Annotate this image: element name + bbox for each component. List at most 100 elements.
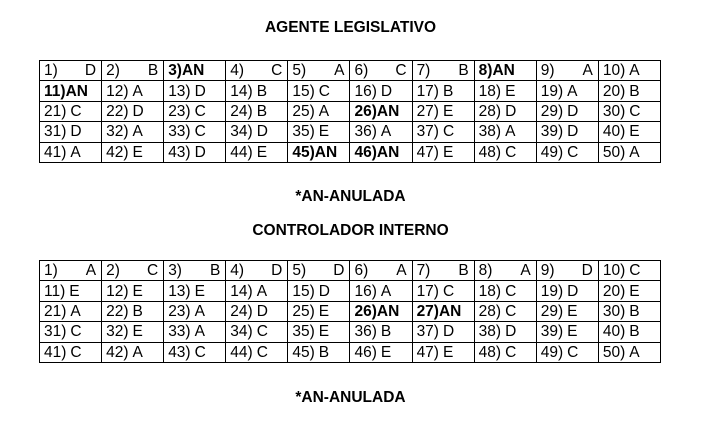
annulled-note: *AN-ANULADA [295, 389, 406, 406]
answer-cell: 50) A [597, 141, 662, 163]
answer-letter: E [629, 123, 640, 141]
answer-cell: 44) E [225, 141, 289, 163]
answer-cell: 39) D [535, 121, 599, 143]
question-number: 18) [478, 82, 502, 100]
answer-key-table: 1) D 2) B 3) AN 4) C 5) A 6) C 7) B 8) AN 9) A 10) A 11) AN 12… [38, 59, 662, 163]
answer-cell: 31) D [38, 121, 103, 143]
answer-cell: 12) A [101, 80, 165, 102]
question-number: 36) [354, 323, 377, 341]
answer-cell: 8) A [473, 259, 537, 282]
answer-letter: E [69, 282, 80, 300]
question-number: 47) [416, 143, 439, 161]
answer-letter: A [520, 262, 531, 280]
question-number: 40) [602, 123, 626, 141]
answer-letter: D [271, 262, 283, 280]
section-title: CONTROLADOR INTERNO [252, 222, 449, 239]
question-number: 7) [416, 62, 431, 80]
answer-letter: C [505, 302, 517, 320]
answer-letter: A [70, 302, 81, 320]
answer-cell: 20) E [597, 280, 662, 302]
answer-cell: 2) C [101, 259, 165, 282]
question-number: 1) [44, 262, 58, 280]
table-row: 1) D 2) B 3) AN 4) C 5) A 6) C 7) B 8) AN 9) A 10) A [38, 59, 662, 82]
answer-cell: 29) D [535, 100, 599, 123]
question-number: 4) [230, 62, 245, 80]
question-number: 21) [44, 102, 67, 120]
question-number: 41) [44, 343, 67, 361]
answer-letter: A [582, 62, 593, 80]
table-row: 31) D 32) A 33) C 34) D 35) E 36) A 37) C 38) A 39) D 40) E [38, 121, 662, 143]
answer-cell: 6) A [349, 259, 413, 282]
answer-letter: D [132, 102, 144, 120]
answer-cell: 38) D [473, 321, 537, 343]
answer-cell: 19) A [535, 80, 599, 102]
question-number: 48) [478, 343, 502, 361]
answer-letter: C [505, 143, 517, 161]
answer-cell: 7) B [411, 259, 475, 282]
answer-letter: B [458, 262, 469, 280]
question-number: 45) [292, 343, 315, 361]
answer-letter: C [629, 262, 641, 280]
answer-cell: 44) C [225, 341, 289, 363]
answer-letter: B [147, 62, 159, 80]
answer-letter: D [70, 123, 82, 141]
answer-cell: 39) E [535, 321, 599, 343]
answer-letter: E [442, 343, 454, 361]
answer-letter: C [70, 102, 82, 120]
answer-letter: A [629, 62, 640, 80]
question-number: 18) [478, 282, 502, 300]
answer-cell: 48) C [473, 141, 537, 163]
answer-cell: 1) D [38, 59, 103, 82]
answer-letter: C [567, 343, 579, 361]
answer-cell: 38) A [473, 121, 537, 143]
answer-letter: B [132, 302, 143, 320]
question-number: 29) [540, 102, 564, 120]
question-number: 45) [292, 143, 315, 161]
answer-cell: 13) E [163, 280, 227, 302]
question-number: 26) [354, 102, 377, 120]
question-number: 49) [540, 143, 564, 161]
question-number: 20) [602, 82, 626, 100]
answer-cell: 2) B [101, 59, 165, 82]
answer-letter: C [395, 62, 407, 80]
answer-letter: D [442, 323, 455, 341]
question-number: 22) [106, 302, 129, 320]
answer-cell: 42) A [101, 341, 165, 363]
question-number: 6) [354, 262, 369, 280]
answer-letter: A [194, 302, 205, 320]
answer-letter: E [318, 123, 330, 141]
answer-cell: 32) E [101, 321, 165, 343]
answer-letter: A [334, 62, 345, 80]
answer-cell: 1) A [38, 259, 103, 282]
answer-cell: 22) D [101, 100, 165, 123]
question-number: 17) [416, 82, 439, 100]
answer-letter: A [85, 262, 97, 280]
question-number: 31) [44, 123, 67, 141]
question-number: 30) [602, 302, 626, 320]
question-number: 27) [416, 102, 439, 120]
question-number: 39) [540, 123, 564, 141]
answer-letter: E [442, 143, 454, 161]
table-row: 11) AN 12) A 13) D 14) B 15) C 16) D 17) B 18) E 19) A 20)… [38, 80, 662, 102]
answer-cell: 50) A [597, 341, 662, 363]
answer-letter: E [318, 323, 330, 341]
answer-cell: 26) AN [349, 100, 413, 123]
answer-letter: AN [181, 62, 205, 80]
answer-letter: E [256, 143, 268, 161]
table-row: 31) C 32) E 33) A 34) C 35) E 36) B 37) D 38) D 39) E 40) B [38, 321, 662, 343]
answer-letter: D [256, 123, 268, 141]
answer-letter: A [567, 82, 578, 100]
answer-cell: 26) AN [349, 300, 413, 323]
question-number: 36) [354, 123, 377, 141]
answer-cell: 17) C [411, 280, 475, 302]
answer-letter: D [194, 82, 206, 100]
answer-cell: 41) C [38, 341, 103, 363]
question-number: 21) [44, 302, 67, 320]
question-number: 24) [230, 302, 253, 320]
answer-letter: E [629, 282, 640, 300]
answer-cell: 35) E [287, 321, 351, 343]
answer-cell: 43) C [163, 341, 227, 363]
question-number: 25) [292, 102, 315, 120]
question-number: 3) [168, 62, 182, 80]
table-row: 41) A 42) E 43) D 44) E 45) AN 46) AN 47) E 48) C 49) C 50… [38, 141, 662, 163]
